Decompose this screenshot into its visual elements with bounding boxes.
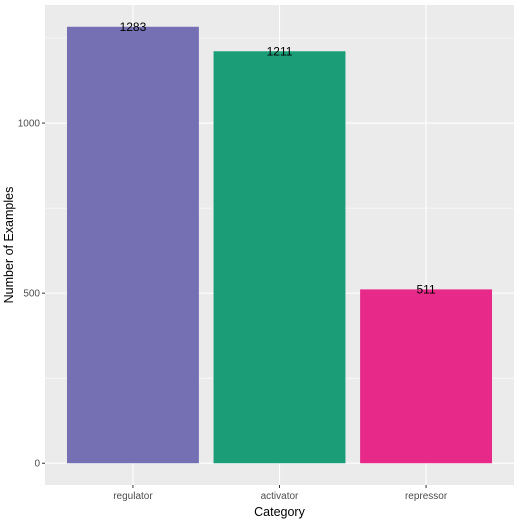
x-axis: regulator activator repressor	[113, 485, 448, 502]
y-tick-label: 500	[23, 289, 40, 300]
x-tick-label-regulator: regulator	[113, 491, 153, 502]
data-label-repressor: 511	[416, 282, 435, 296]
bar-regulator	[66, 26, 199, 464]
bar-repressor	[360, 289, 493, 464]
data-labels: 1283 1211 511	[120, 20, 436, 297]
x-tick-label-activator: activator	[261, 491, 299, 502]
y-axis: 0 500 1000	[18, 119, 45, 470]
y-tick-label: 1000	[18, 119, 41, 130]
data-label-regulator: 1283	[120, 20, 147, 34]
data-label-activator: 1211	[267, 44, 293, 58]
x-tick-label-repressor: repressor	[405, 491, 448, 502]
bar-activator	[213, 51, 346, 464]
x-axis-title: Category	[254, 505, 305, 519]
bars	[66, 26, 493, 464]
y-tick-label: 0	[34, 459, 40, 470]
y-axis-title: Number of Examples	[2, 187, 16, 304]
